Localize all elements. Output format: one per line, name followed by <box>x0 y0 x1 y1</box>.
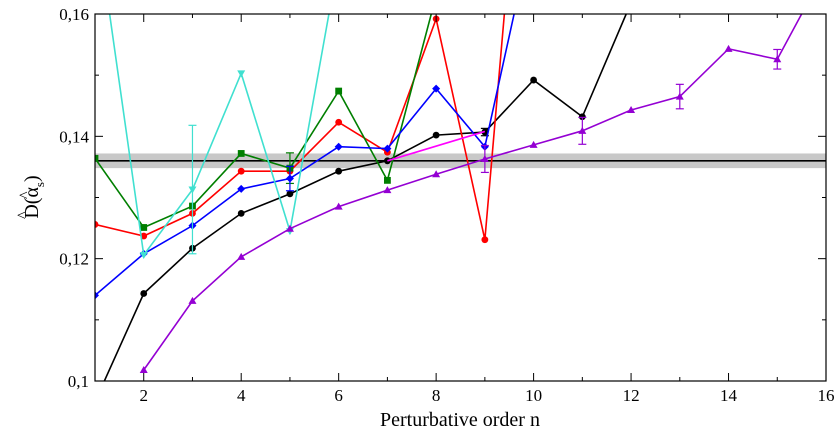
x-tick-label: 4 <box>237 386 246 405</box>
data-point <box>675 92 684 100</box>
data-point <box>285 174 294 183</box>
data-point <box>384 176 391 184</box>
series-4 <box>108 14 330 259</box>
data-point <box>188 186 197 194</box>
data-point <box>237 184 246 193</box>
data-point <box>334 142 343 151</box>
series-5 <box>387 130 486 162</box>
series-2 <box>95 14 433 231</box>
data-point <box>95 154 99 162</box>
series-line <box>143 14 803 371</box>
series-3 <box>95 14 515 300</box>
series-6 <box>139 14 803 373</box>
x-tick-label: 16 <box>818 386 835 405</box>
data-point <box>95 291 99 300</box>
data-point <box>237 252 246 260</box>
data-point <box>95 221 99 228</box>
y-tick-label: 0,12 <box>59 250 89 269</box>
y-tick-label: 0,14 <box>59 127 89 146</box>
y-axis-label-sub: s <box>32 182 47 187</box>
data-point <box>773 55 782 63</box>
series-line <box>95 14 506 240</box>
data-point <box>237 70 246 78</box>
series-line <box>387 130 486 162</box>
data-point <box>578 126 587 134</box>
data-point <box>481 236 489 244</box>
data-point <box>480 154 489 162</box>
x-tick-label: 8 <box>432 386 441 405</box>
x-tick-label: 2 <box>139 386 148 405</box>
data-point <box>286 190 294 198</box>
data-point <box>530 76 537 84</box>
data-point <box>140 224 148 231</box>
data-point <box>335 118 343 126</box>
data-point <box>335 87 343 95</box>
tick-layer: 2 4 6 8 10 12 14 16 0,1 0,12 0,14 0,16 <box>59 5 834 405</box>
x-tick-label: 12 <box>623 386 640 405</box>
y-axis-label-main: D <box>21 204 43 218</box>
plot-frame <box>94 13 827 382</box>
series-0 <box>92 14 627 405</box>
data-point <box>334 202 343 210</box>
data-point <box>237 167 245 175</box>
data-point <box>285 224 294 232</box>
data-point <box>335 167 343 175</box>
data-point <box>140 290 148 297</box>
svg-text:D(αs): D(αs) <box>21 175 47 218</box>
y-tick-label: 0,1 <box>68 372 89 391</box>
data-point <box>578 113 586 121</box>
y-axis-label-arg: (α <box>21 187 43 205</box>
x-tick-label: 6 <box>334 386 343 405</box>
data-point <box>237 210 245 217</box>
y-axis-label-close: ) <box>21 175 43 182</box>
x-axis-label: Perturbative order n <box>380 409 540 431</box>
data-point <box>724 44 733 52</box>
data-point <box>432 84 441 93</box>
data-point <box>432 131 440 139</box>
series-line <box>95 14 515 296</box>
series-line <box>103 14 627 381</box>
data-point <box>384 157 391 165</box>
data-point <box>139 365 148 373</box>
data-point <box>188 296 197 304</box>
x-tick-label: 14 <box>720 386 738 405</box>
data-point <box>383 144 392 153</box>
series-layer <box>92 14 803 405</box>
y-axis-hat-arg: ^ <box>17 191 34 199</box>
x-tick-label: 10 <box>525 386 542 405</box>
y-axis-hat-main: ^ <box>15 211 32 219</box>
series-1 <box>95 14 506 244</box>
data-point <box>529 140 538 148</box>
data-point <box>139 251 148 259</box>
y-tick-label: 0,16 <box>59 5 89 24</box>
y-axis-label: D(αs) ^ ^ <box>15 175 47 219</box>
data-point <box>237 150 245 157</box>
series-line <box>108 14 330 258</box>
data-point <box>432 170 441 178</box>
data-point <box>383 186 392 194</box>
data-point <box>92 398 99 405</box>
data-point <box>627 106 636 114</box>
series-line <box>95 14 433 229</box>
